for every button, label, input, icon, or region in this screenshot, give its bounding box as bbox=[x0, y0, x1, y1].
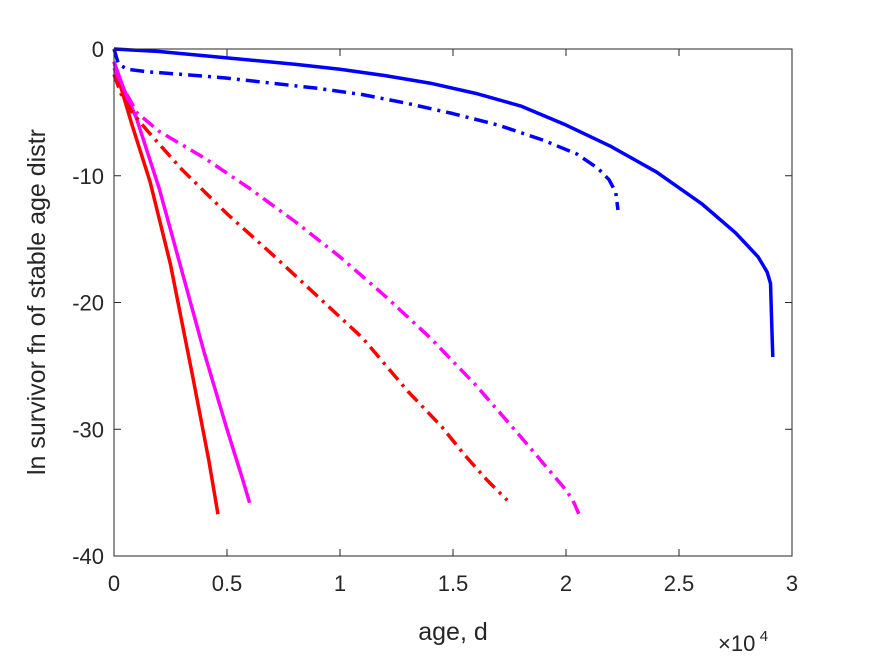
x-axis-label: age, d bbox=[418, 618, 488, 646]
tick-layer: 0 0.5 1 1.5 2 2.5 3 0 -10 -20 -30 -40 bbox=[72, 37, 798, 596]
y-tick-label: 0 bbox=[92, 37, 104, 62]
y-tick-label: -40 bbox=[72, 544, 104, 569]
series-line-2 bbox=[112, 48, 620, 211]
x-tick-label: 2 bbox=[560, 571, 572, 596]
series-layer bbox=[112, 47, 775, 517]
y-axis-label: ln survivor fn of stable age distr bbox=[23, 129, 51, 475]
x-exponent-base: ×10 bbox=[718, 631, 755, 656]
x-tick-label: 2.5 bbox=[664, 571, 695, 596]
y-tick-label: -20 bbox=[72, 291, 104, 316]
x-tick-label: 1 bbox=[334, 571, 346, 596]
series-line-6 bbox=[112, 67, 582, 517]
x-tick-label: 0.5 bbox=[212, 571, 243, 596]
x-exponent-power: 4 bbox=[760, 628, 768, 645]
y-tick-label: -10 bbox=[72, 164, 104, 189]
x-tick-label: 3 bbox=[786, 571, 798, 596]
series-line-1 bbox=[113, 47, 775, 358]
plot-area bbox=[114, 49, 792, 556]
series-line-5 bbox=[112, 73, 509, 502]
x-exponent-label: ×10 4 bbox=[718, 628, 768, 656]
y-tick-label: -30 bbox=[72, 417, 104, 442]
x-tick-label: 1.5 bbox=[438, 571, 469, 596]
x-tick-label: 0 bbox=[108, 571, 120, 596]
